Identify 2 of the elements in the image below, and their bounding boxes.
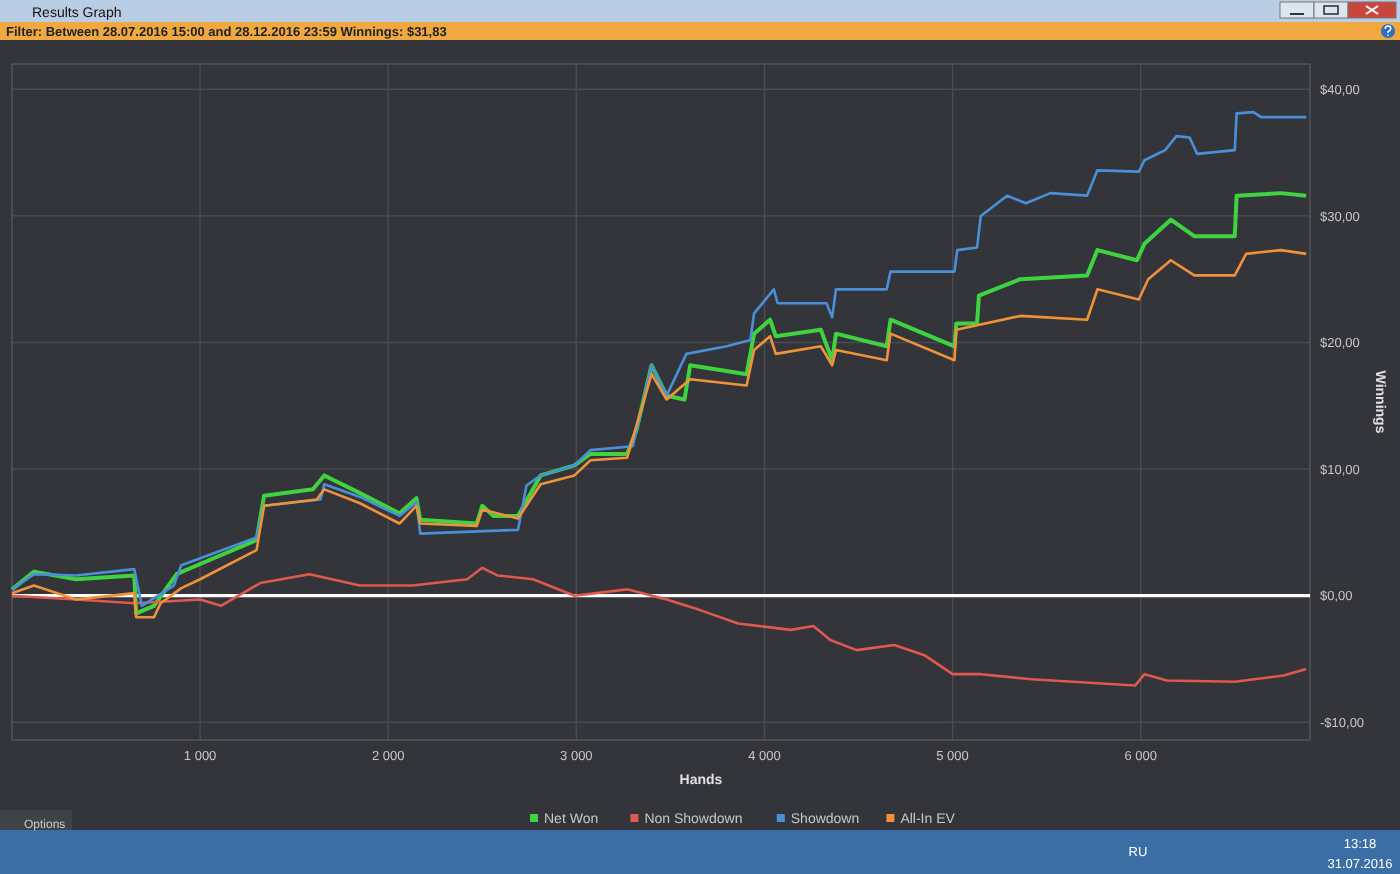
line-series	[10, 110, 1308, 608]
line-series	[10, 566, 1308, 687]
